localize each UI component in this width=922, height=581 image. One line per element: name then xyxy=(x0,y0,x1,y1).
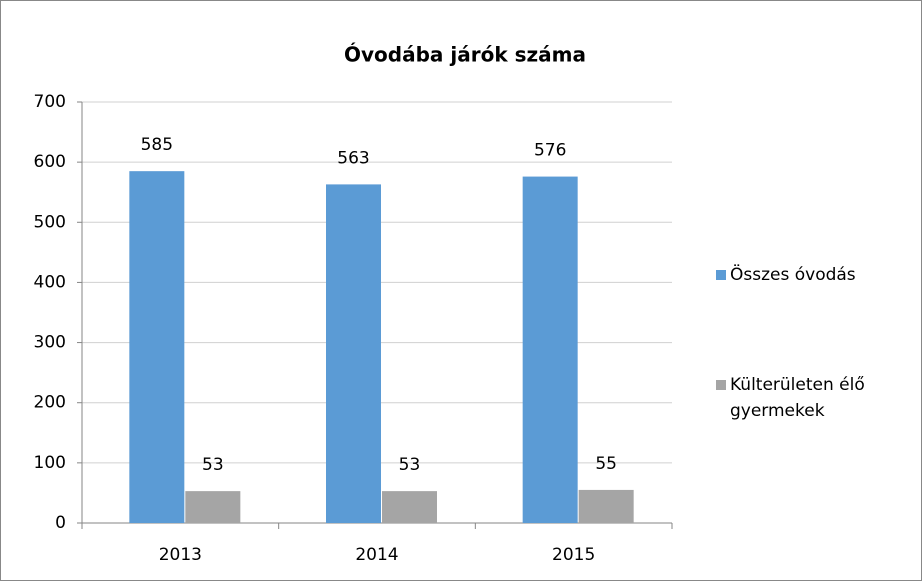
legend-item: Külterületen élő gyermekek xyxy=(716,372,880,424)
legend-label: Külterületen élő gyermekek xyxy=(730,375,865,421)
bar xyxy=(326,184,381,523)
data-label: 563 xyxy=(337,148,369,168)
y-tick-label: 0 xyxy=(55,513,66,533)
bar xyxy=(578,489,634,523)
x-tick-label: 2015 xyxy=(552,545,595,565)
legend-swatch xyxy=(716,270,726,280)
bar xyxy=(382,491,437,523)
y-tick-label: 400 xyxy=(34,272,66,292)
data-label: 55 xyxy=(595,454,617,474)
x-tick-label: 2013 xyxy=(159,545,202,565)
data-label: 576 xyxy=(534,141,566,161)
legend-label: Összes óvodás xyxy=(730,265,856,285)
x-tick-label: 2014 xyxy=(355,545,398,565)
y-tick-label: 300 xyxy=(34,333,66,353)
y-tick-label: 100 xyxy=(34,453,66,473)
data-label: 585 xyxy=(141,135,173,155)
bar xyxy=(185,491,241,523)
bar xyxy=(522,176,578,523)
data-label: 53 xyxy=(399,455,421,475)
bar xyxy=(129,171,185,523)
y-tick-label: 600 xyxy=(34,152,66,172)
chart-title: Óvodába járók száma xyxy=(344,43,586,67)
y-tick-label: 200 xyxy=(34,393,66,413)
legend-swatch xyxy=(716,380,726,390)
legend-item: Összes óvodás xyxy=(716,262,880,288)
y-tick-label: 500 xyxy=(34,212,66,232)
y-tick-label: 700 xyxy=(34,92,66,112)
data-label: 53 xyxy=(202,455,224,475)
